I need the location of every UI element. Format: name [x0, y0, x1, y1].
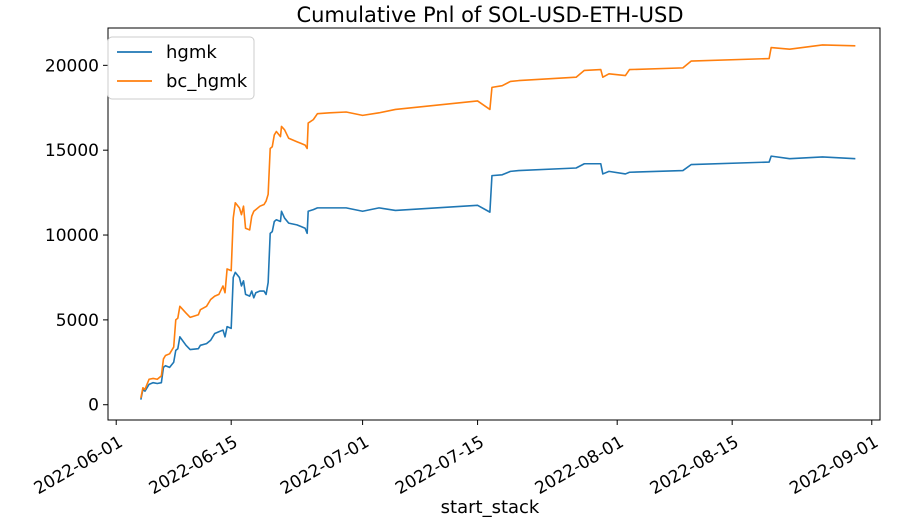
series-layer	[140, 44, 856, 400]
x-axis-label: start_stack	[441, 497, 540, 518]
x-tick-label: 2022-07-01	[277, 432, 373, 499]
x-tick-label: 2022-08-01	[532, 432, 628, 499]
plot-area	[107, 27, 881, 421]
x-tick-label: 2022-06-01	[31, 432, 127, 499]
series-line-bc_hgmk	[140, 44, 856, 399]
x-tick-label: 2022-08-15	[647, 432, 743, 499]
legend-label-bc_hgmk: bc_hgmk	[166, 71, 248, 92]
y-tick-label: 20000	[45, 56, 99, 76]
chart-title: Cumulative Pnl of SOL-USD-ETH-USD	[296, 3, 683, 27]
y-tick-label: 15000	[45, 141, 99, 161]
legend: hgmk bc_hgmk	[107, 36, 255, 100]
series-line-hgmk	[140, 155, 856, 400]
y-tick-label: 5000	[56, 311, 99, 331]
x-tick-label: 2022-06-15	[146, 432, 242, 499]
legend-label-hgmk: hgmk	[166, 42, 217, 63]
x-tick-label: 2022-09-01	[786, 432, 882, 499]
y-tick-label: 0	[88, 396, 99, 416]
y-axis: 0 5000 10000 15000 20000	[45, 56, 108, 416]
x-tick-label: 2022-07-15	[392, 432, 488, 499]
x-axis: 2022-06-01 2022-06-15 2022-07-01 2022-07-15…	[31, 420, 882, 499]
y-tick-label: 10000	[45, 226, 99, 246]
